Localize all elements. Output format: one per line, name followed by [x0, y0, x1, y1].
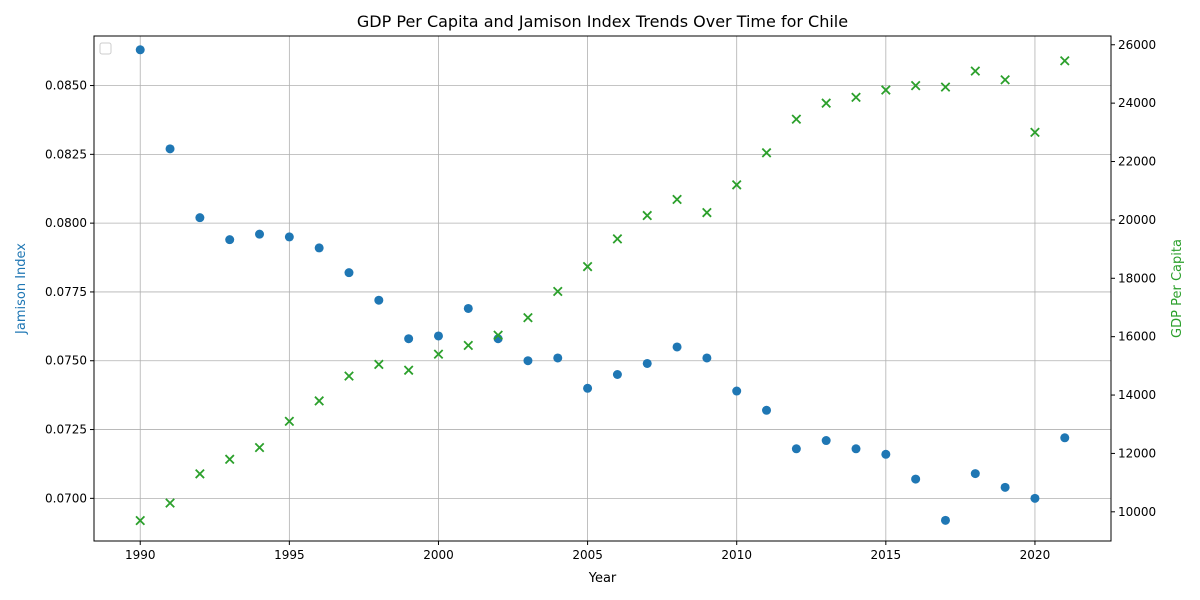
plot-frame [93, 35, 1112, 542]
gdp-per-capita-point [672, 194, 682, 205]
jamison-index-point [970, 469, 980, 479]
left-y-tick-label: 0.0775 [45, 285, 87, 299]
gdp-per-capita-point [851, 92, 861, 103]
jamison-index-point [165, 144, 175, 154]
gdp-per-capita-point [761, 147, 772, 158]
jamison-index-point [762, 405, 772, 415]
gdp-per-capita-point [612, 234, 623, 244]
right-y-tick-label: 10000 [1118, 505, 1156, 519]
x-tick-label: 1990 [125, 548, 156, 562]
gdp-per-capita-point [582, 261, 593, 272]
gdp-per-capita-points [135, 55, 1070, 526]
jamison-index-point [463, 303, 473, 313]
gdp-per-capita-point [821, 98, 832, 108]
jamison-index-point [225, 235, 235, 245]
jamison-index-point [433, 331, 443, 341]
jamison-index-point [284, 232, 294, 242]
left-y-tick-label: 0.0850 [45, 79, 87, 93]
gdp-per-capita-point [433, 349, 444, 360]
gdp-per-capita-point [1000, 74, 1010, 85]
jamison-index-point [940, 515, 950, 525]
right-y-tick-label: 16000 [1118, 330, 1156, 344]
right-y-tick-label: 24000 [1118, 96, 1156, 110]
gdp-per-capita-point [910, 80, 921, 91]
jamison-index-point [642, 358, 652, 368]
chart-title: GDP Per Capita and Jamison Index Trends … [357, 12, 848, 31]
gdp-per-capita-point [702, 207, 712, 218]
right-y-tick-label: 14000 [1118, 388, 1156, 402]
jamison-index-points [135, 45, 1070, 525]
jamison-index-point [523, 356, 533, 366]
jamison-index-point [1060, 433, 1070, 443]
gdp-per-capita-point [373, 359, 384, 370]
gdp-per-capita-point [1059, 55, 1070, 66]
gdp-per-capita-point [1030, 127, 1040, 138]
jamison-index-point [404, 334, 414, 344]
jamison-index-point [1030, 493, 1040, 503]
gdp-per-capita-point [493, 330, 503, 341]
jamison-index-point [135, 45, 145, 55]
gdp-per-capita-point [224, 454, 235, 465]
x-tick-label: 2005 [572, 548, 603, 562]
jamison-index-point [672, 342, 682, 352]
jamison-index-point [732, 386, 742, 396]
right-y-tick-label: 22000 [1118, 155, 1156, 169]
right-y-axis-label: GDP Per Capita [1170, 239, 1185, 338]
jamison-index-point [1000, 482, 1010, 492]
right-y-tick-label: 20000 [1118, 213, 1156, 227]
axis-ticks: 1990 1995 2000 2005 2010 2015 2020 0.0700 0.0725… [45, 38, 1156, 562]
x-tick-label: 1995 [274, 548, 305, 562]
x-tick-label: 2010 [721, 548, 752, 562]
gdp-per-capita-point [314, 396, 325, 406]
jamison-index-point [702, 353, 712, 363]
gdp-per-capita-point [552, 286, 563, 297]
jamison-index-point [195, 213, 205, 223]
jamison-index-point [851, 444, 861, 454]
gdp-per-capita-point [284, 416, 295, 427]
right-y-tick-label: 18000 [1118, 271, 1156, 285]
left-y-tick-label: 0.0825 [45, 147, 87, 161]
legend-box [99, 42, 112, 55]
left-y-tick-label: 0.0700 [45, 491, 87, 505]
gdp-per-capita-point [642, 210, 653, 221]
gdp-per-capita-point [463, 340, 474, 351]
gdp-per-capita-point [195, 469, 205, 479]
jamison-index-point [314, 243, 324, 253]
gdp-per-capita-point [523, 312, 533, 323]
right-y-tick-label: 12000 [1118, 446, 1156, 460]
left-y-axis-label: Jamison Index [14, 243, 29, 335]
x-tick-label: 2000 [423, 548, 454, 562]
gdp-per-capita-point [165, 498, 175, 508]
grid [94, 36, 1111, 541]
jamison-index-point [881, 449, 891, 459]
gdp-per-capita-point [791, 114, 802, 125]
jamison-index-point [911, 474, 921, 484]
jamison-index-point [583, 383, 593, 393]
x-tick-label: 2020 [1020, 548, 1051, 562]
left-y-tick-label: 0.0800 [45, 216, 87, 230]
left-y-tick-label: 0.0725 [45, 423, 87, 437]
jamison-index-point [791, 444, 801, 454]
x-axis-label: Year [588, 571, 617, 586]
gdp-per-capita-point [940, 82, 951, 92]
left-y-tick-label: 0.0750 [45, 354, 87, 368]
gdp-per-capita-point [970, 66, 981, 76]
x-tick-label: 2015 [871, 548, 902, 562]
jamison-index-point [374, 295, 384, 305]
gdp-per-capita-point [135, 515, 146, 526]
right-y-tick-label: 26000 [1118, 38, 1156, 52]
jamison-index-point [821, 436, 831, 446]
gdp-per-capita-point [254, 442, 265, 453]
jamison-index-point [553, 353, 563, 363]
jamison-index-point [255, 229, 265, 239]
gdp-per-capita-point [344, 371, 354, 381]
gdp-per-capita-point [731, 180, 742, 190]
jamison-index-point [612, 370, 622, 380]
gdp-per-capita-point [880, 85, 891, 95]
jamison-index-point [344, 268, 354, 278]
gdp-per-capita-point [403, 365, 414, 376]
